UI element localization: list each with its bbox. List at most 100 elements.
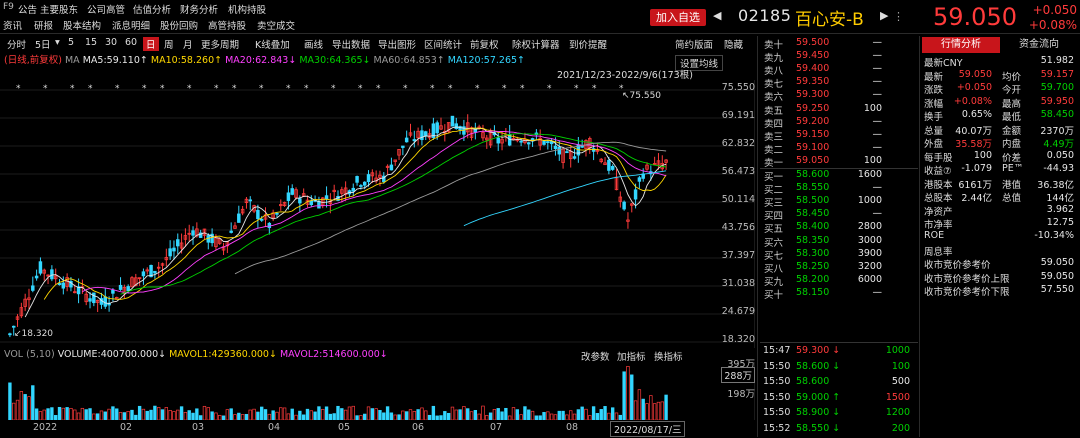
bid-row[interactable]: 买五 58.400 2800 xyxy=(760,221,920,235)
tab-monthly[interactable]: 月 xyxy=(183,40,193,51)
bid-row[interactable]: 买七 58.300 3900 xyxy=(760,248,920,262)
bid-volume: 1000 xyxy=(857,195,882,207)
ask-row[interactable]: 卖六 59.300 — xyxy=(760,89,920,103)
event-marker[interactable]: * xyxy=(376,84,381,94)
event-marker[interactable]: * xyxy=(430,84,435,94)
event-marker[interactable]: * xyxy=(331,84,336,94)
add-favorite-button[interactable]: 加入自选 xyxy=(650,9,706,26)
more-periods-button[interactable]: 更多周期 xyxy=(201,40,240,51)
event-marker[interactable]: * xyxy=(403,84,408,94)
range-stats-button[interactable]: 区间统计 xyxy=(424,40,463,51)
menu-executives[interactable]: 公司高管 xyxy=(87,5,126,16)
menu-exec-holdings[interactable]: 高管持股 xyxy=(208,21,247,32)
event-marker[interactable]: * xyxy=(304,84,309,94)
bid-row[interactable]: 买一 58.600 1600 xyxy=(760,169,920,183)
ask-row[interactable]: 卖九 59.450 — xyxy=(760,50,920,64)
volume-chart[interactable] xyxy=(0,362,755,420)
volume-bar xyxy=(416,409,420,420)
bid-row[interactable]: 买九 58.200 6000 xyxy=(760,274,920,288)
tab-market-analysis[interactable]: 行情分析 xyxy=(922,37,1000,53)
bid-row[interactable]: 买四 58.450 — xyxy=(760,208,920,222)
tick-price: 59.000 xyxy=(796,391,830,403)
menu-equity-structure[interactable]: 股本结构 xyxy=(63,21,102,32)
menu-dividend[interactable]: 派息明细 xyxy=(112,21,151,32)
hide-button[interactable]: 隐藏 xyxy=(724,40,744,51)
switch-indicator-button[interactable]: 换指标 xyxy=(654,352,683,363)
tab-5min[interactable]: 5 xyxy=(68,37,75,48)
menu-buyback[interactable]: 股份回购 xyxy=(160,21,199,32)
quote-row: 总量 40.07万 金额 2370万 xyxy=(920,123,1080,137)
kline-overlay-button[interactable]: K线叠加 xyxy=(255,40,290,51)
tab-15min[interactable]: 15 xyxy=(85,37,98,48)
event-marker[interactable]: * xyxy=(70,84,75,94)
ask-row[interactable]: 卖五 59.250 100 xyxy=(760,103,920,117)
next-stock-icon[interactable]: ▶ xyxy=(880,9,889,22)
tab-daily[interactable]: 日 xyxy=(143,37,159,51)
ask-row[interactable]: 卖十 59.500 — xyxy=(760,37,920,51)
menu-shareholders[interactable]: 主要股东 xyxy=(40,5,79,16)
ask-row[interactable]: 卖三 59.150 — xyxy=(760,129,920,143)
export-data-button[interactable]: 导出数据 xyxy=(332,40,371,51)
menu-short-selling[interactable]: 卖空成交 xyxy=(257,21,296,32)
menu-institution[interactable]: 机构持股 xyxy=(228,5,267,16)
ask-row[interactable]: 卖二 59.100 — xyxy=(760,142,920,156)
bid-row[interactable]: 买八 58.250 3200 xyxy=(760,261,920,275)
tab-fund-flow[interactable]: 资金流向 xyxy=(1019,39,1059,50)
event-marker[interactable]: * xyxy=(88,84,93,94)
event-marker[interactable]: * xyxy=(547,84,552,94)
tab-30min[interactable]: 30 xyxy=(105,37,118,48)
event-marker[interactable]: * xyxy=(160,84,165,94)
draw-line-button[interactable]: 画线 xyxy=(304,40,324,51)
event-marker[interactable]: * xyxy=(43,84,48,94)
ask-row[interactable]: 卖七 59.350 — xyxy=(760,76,920,90)
event-marker[interactable]: * xyxy=(259,84,264,94)
tab-60min[interactable]: 60 xyxy=(125,37,138,48)
event-marker[interactable]: * xyxy=(592,84,597,94)
candle-body xyxy=(607,159,611,171)
bid-row[interactable]: 买六 58.350 3000 xyxy=(760,235,920,249)
event-marker[interactable]: * xyxy=(16,84,21,94)
event-marker[interactable]: * xyxy=(475,84,480,94)
menu-valuation[interactable]: 估值分析 xyxy=(133,5,172,16)
prev-stock-icon[interactable]: ◀ xyxy=(713,9,722,22)
forward-adjust-button[interactable]: 前复权 xyxy=(470,40,499,51)
export-chart-button[interactable]: 导出图形 xyxy=(378,40,417,51)
tab-intraday[interactable]: 分时 xyxy=(7,40,27,51)
set-ma-button[interactable]: 设置均线 xyxy=(675,55,724,71)
menu-news[interactable]: 资讯 xyxy=(3,21,23,32)
event-marker[interactable]: * xyxy=(115,84,120,94)
simple-layout-button[interactable]: 简约版面 xyxy=(675,40,714,51)
event-marker[interactable]: * xyxy=(232,84,237,94)
ask-row[interactable]: 卖一 59.050 100 xyxy=(760,155,920,169)
price-alert-button[interactable]: 到价提醒 xyxy=(569,40,608,51)
event-marker[interactable]: * xyxy=(619,84,624,94)
menu-research[interactable]: 研报 xyxy=(34,21,54,32)
ask-row[interactable]: 卖四 59.200 — xyxy=(760,116,920,130)
volume-bar xyxy=(267,413,272,420)
menu-financial[interactable]: 财务分析 xyxy=(180,5,219,16)
add-indicator-button[interactable]: 加指标 xyxy=(617,352,646,363)
event-marker[interactable]: * xyxy=(286,84,291,94)
more-options-icon[interactable]: ⋮ xyxy=(893,10,904,23)
volume-bar xyxy=(420,407,424,420)
event-marker[interactable]: * xyxy=(520,84,525,94)
tab-5day[interactable]: 5日 xyxy=(35,40,51,51)
candlestick-chart[interactable]: * * * * * * * * * * * * * * * * * * * * * * * * * * xyxy=(0,80,755,348)
event-marker[interactable]: * xyxy=(214,84,219,94)
bid-row[interactable]: 买二 58.550 — xyxy=(760,182,920,196)
event-marker[interactable]: * xyxy=(574,84,579,94)
ask-row[interactable]: 卖八 59.400 — xyxy=(760,63,920,77)
event-marker[interactable]: * xyxy=(358,84,363,94)
menu-announcement[interactable]: 公告 xyxy=(18,5,38,16)
tab-weekly[interactable]: 周 xyxy=(164,40,174,51)
ex-rights-calculator-button[interactable]: 除权计算器 xyxy=(512,40,560,51)
event-marker[interactable]: * xyxy=(142,84,147,94)
event-marker[interactable]: * xyxy=(448,84,453,94)
volume-bar xyxy=(382,412,386,420)
bid-row[interactable]: 买十 58.150 — xyxy=(760,287,920,301)
bid-row[interactable]: 买三 58.500 1000 xyxy=(760,195,920,209)
event-marker[interactable]: * xyxy=(187,84,192,94)
change-params-button[interactable]: 改参数 xyxy=(581,352,610,363)
event-marker[interactable]: * xyxy=(502,84,507,94)
dropdown-arrow-icon[interactable]: ▾ xyxy=(55,37,60,48)
